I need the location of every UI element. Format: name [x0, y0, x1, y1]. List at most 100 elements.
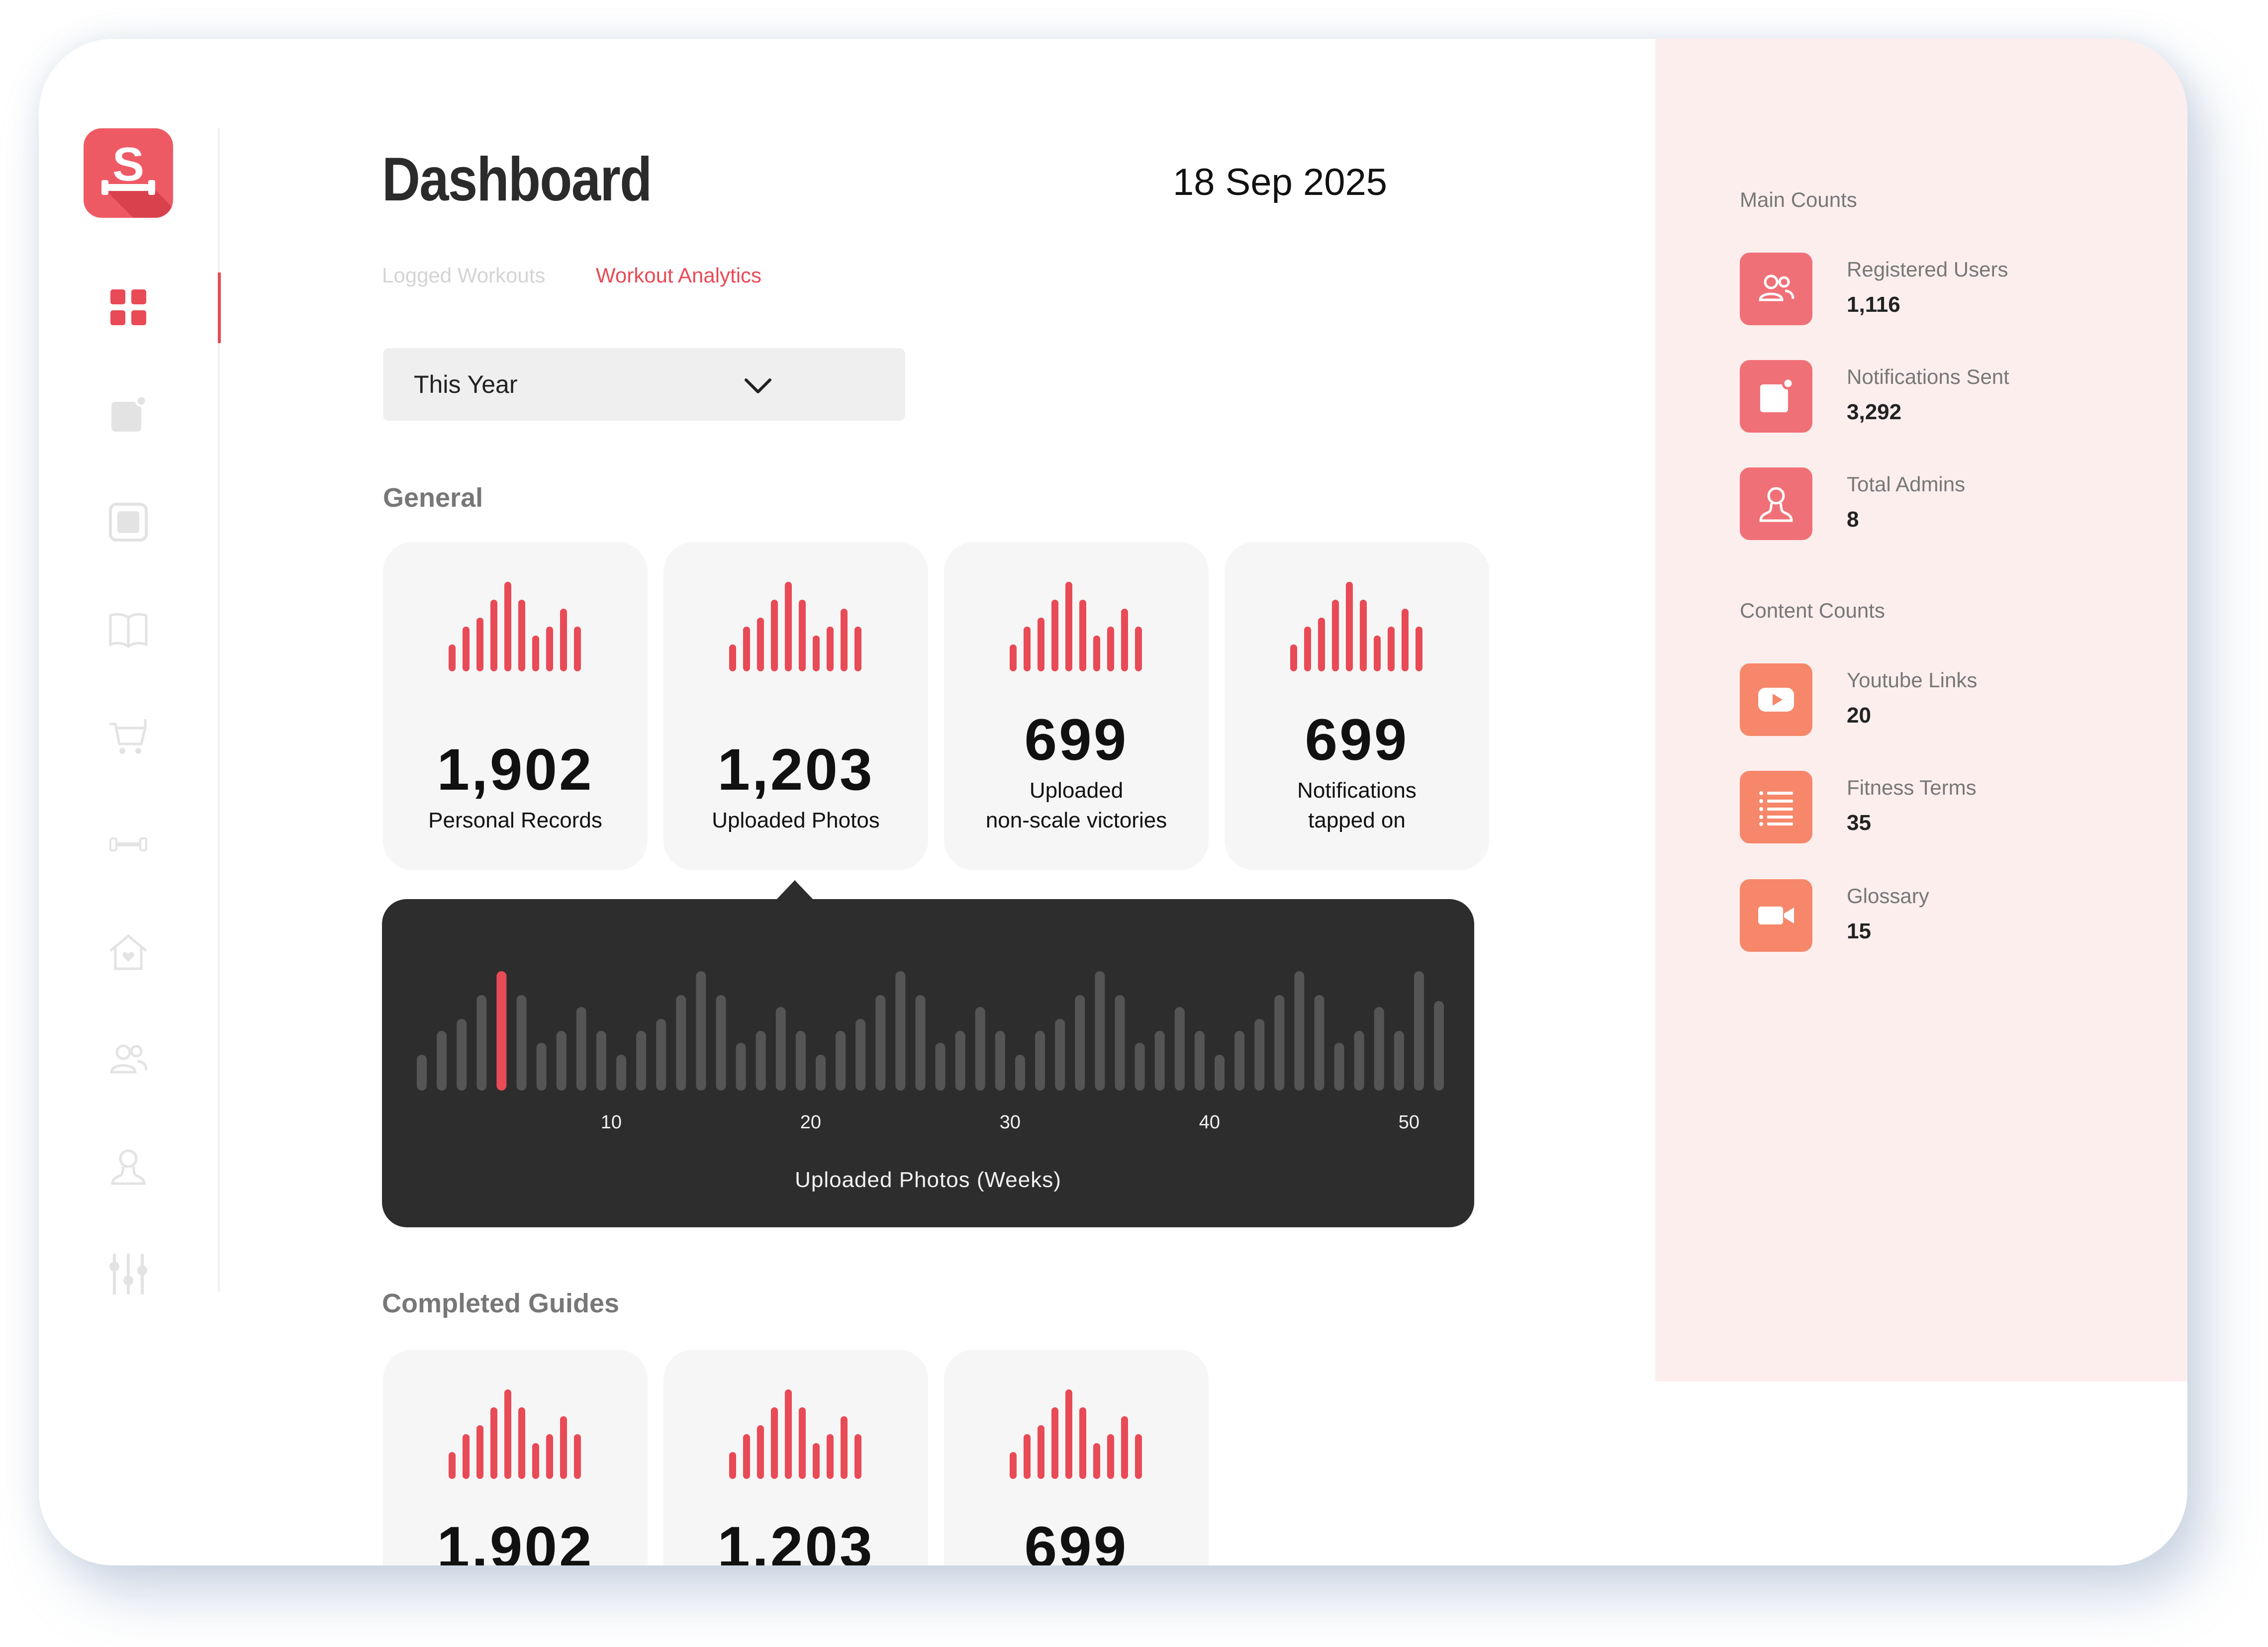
mini-bar — [504, 1389, 511, 1479]
guide-card[interactable]: 699 — [944, 1350, 1209, 1565]
count-value: 20 — [1847, 703, 1871, 728]
chart-bar[interactable] — [1095, 971, 1105, 1091]
stat-card-personal-records[interactable]: 1,902 Personal Records — [383, 542, 648, 870]
tab-logged-workouts[interactable]: Logged Workouts — [382, 264, 546, 287]
chart-bar[interactable] — [636, 1031, 647, 1091]
chart-bar[interactable] — [1215, 1055, 1225, 1091]
chart-bar[interactable] — [1015, 1055, 1025, 1091]
mini-bar-chart — [449, 582, 581, 671]
chart-bar[interactable] — [736, 1043, 746, 1091]
mini-bar — [546, 1434, 553, 1479]
chart-bar[interactable] — [1055, 1019, 1065, 1091]
chart-bar[interactable] — [1374, 1007, 1384, 1091]
mini-bar — [1010, 1452, 1017, 1479]
stat-card-uploaded-photos[interactable]: 1,203 Uploaded Photos — [663, 542, 928, 870]
chart-bar[interactable] — [1075, 995, 1085, 1091]
stat-card-non-scale-victories[interactable]: 699 Uploaded non-scale victories — [944, 542, 1209, 870]
chart-bar[interactable] — [1154, 1031, 1165, 1091]
sidebar-item-content[interactable] — [103, 497, 153, 547]
chart-bar[interactable] — [1174, 1007, 1185, 1091]
chart-bar[interactable] — [1274, 995, 1285, 1091]
chart-bar[interactable] — [1194, 1031, 1205, 1091]
chart-bar[interactable] — [457, 1019, 467, 1091]
chart-bar[interactable] — [596, 1031, 606, 1091]
sidebar-divider — [218, 128, 220, 1292]
chart-bar[interactable] — [476, 995, 487, 1091]
chart-bar[interactable] — [676, 995, 686, 1091]
chart-bar[interactable] — [656, 1019, 666, 1091]
stat-value: 1,203 — [717, 737, 874, 803]
count-item-notifications-sent[interactable]: Notifications Sent 3,292 — [1740, 360, 2138, 435]
guide-card[interactable]: 1,203 — [663, 1350, 928, 1565]
app-logo[interactable]: S — [84, 128, 173, 218]
period-select[interactable]: This Year — [383, 348, 905, 421]
mini-bar — [560, 609, 567, 671]
chart-bar[interactable] — [775, 1007, 786, 1091]
sidebar-item-workouts[interactable] — [103, 820, 153, 869]
chart-bar[interactable] — [516, 995, 527, 1091]
chart-bar[interactable] — [1115, 995, 1125, 1091]
sidebar-item-dashboard[interactable] — [103, 282, 153, 332]
mini-bar — [463, 1434, 470, 1479]
chart-bar[interactable] — [576, 1007, 586, 1091]
chart-bar[interactable] — [1334, 1043, 1344, 1091]
chart-bar[interactable] — [1234, 1031, 1245, 1091]
count-item-youtube-links[interactable]: Youtube Links 20 — [1740, 663, 2138, 738]
chart-bar[interactable] — [955, 1031, 965, 1091]
mini-bar — [827, 627, 834, 671]
chart-bar[interactable] — [1394, 1031, 1404, 1091]
mini-bar — [1065, 582, 1072, 671]
tab-workout-analytics[interactable]: Workout Analytics — [596, 264, 762, 287]
count-value: 8 — [1847, 507, 1859, 532]
chart-bar[interactable] — [616, 1055, 626, 1091]
mini-bar — [1374, 636, 1381, 671]
sidebar-item-users[interactable] — [103, 1034, 153, 1084]
chart-bar[interactable] — [975, 1007, 985, 1091]
sidebar-item-settings[interactable] — [103, 1249, 153, 1299]
chart-bar[interactable] — [756, 1031, 766, 1091]
mini-bar — [490, 1407, 497, 1479]
stat-card-notifications-tapped[interactable]: 699 Notifications tapped on — [1225, 542, 1489, 870]
count-item-registered-users[interactable]: Registered Users 1,116 — [1740, 253, 2138, 327]
sidebar-item-home[interactable] — [103, 927, 153, 977]
chart-bar[interactable] — [1254, 1019, 1265, 1091]
stat-value: 699 — [1024, 707, 1129, 773]
chart-bar[interactable] — [696, 971, 706, 1091]
chart-bar[interactable] — [716, 995, 726, 1091]
chart-bar[interactable] — [816, 1055, 826, 1091]
chart-bar[interactable] — [1414, 971, 1424, 1091]
count-item-fitness-terms[interactable]: Fitness Terms 35 — [1740, 771, 2138, 845]
count-item-glossary[interactable]: Glossary 15 — [1740, 879, 2138, 954]
chart-bar[interactable] — [1354, 1031, 1364, 1091]
count-value: 15 — [1847, 919, 1871, 943]
chart-bar[interactable] — [536, 1043, 547, 1091]
count-item-total-admins[interactable]: Total Admins 8 — [1740, 467, 2138, 542]
section-title-completed-guides: Completed Guides — [382, 1288, 620, 1318]
chart-bar[interactable] — [1434, 1001, 1444, 1091]
chart-bar[interactable] — [995, 1031, 1005, 1091]
chart-bar[interactable] — [855, 1019, 866, 1091]
guide-card[interactable]: 1,902 — [383, 1350, 648, 1565]
mini-bar — [1107, 627, 1114, 671]
chart-bar[interactable] — [1134, 1043, 1145, 1091]
sidebar-item-guides[interactable] — [103, 605, 153, 654]
chart-bar[interactable] — [836, 1031, 846, 1091]
chart-bar[interactable] — [437, 1031, 447, 1091]
chart-bar[interactable] — [556, 1031, 567, 1091]
chart-bar[interactable] — [417, 1055, 427, 1091]
mini-bar — [449, 644, 456, 671]
chart-bar[interactable] — [875, 995, 886, 1091]
chart-bar[interactable] — [935, 1043, 945, 1091]
mini-bar — [1038, 618, 1044, 671]
sidebar-item-notifications[interactable] — [103, 390, 153, 440]
sidebar-item-admins[interactable] — [103, 1142, 153, 1191]
chart-bar[interactable] — [1035, 1031, 1045, 1091]
chart-bar[interactable] — [915, 995, 926, 1091]
chart-bar[interactable] — [795, 1031, 806, 1091]
chart-bar[interactable] — [1314, 995, 1324, 1091]
chart-bar[interactable] — [496, 971, 507, 1091]
svg-text:S: S — [112, 138, 144, 191]
sidebar-item-shop[interactable] — [103, 712, 153, 762]
chart-bar[interactable] — [1294, 971, 1305, 1091]
chart-bar[interactable] — [895, 971, 906, 1091]
